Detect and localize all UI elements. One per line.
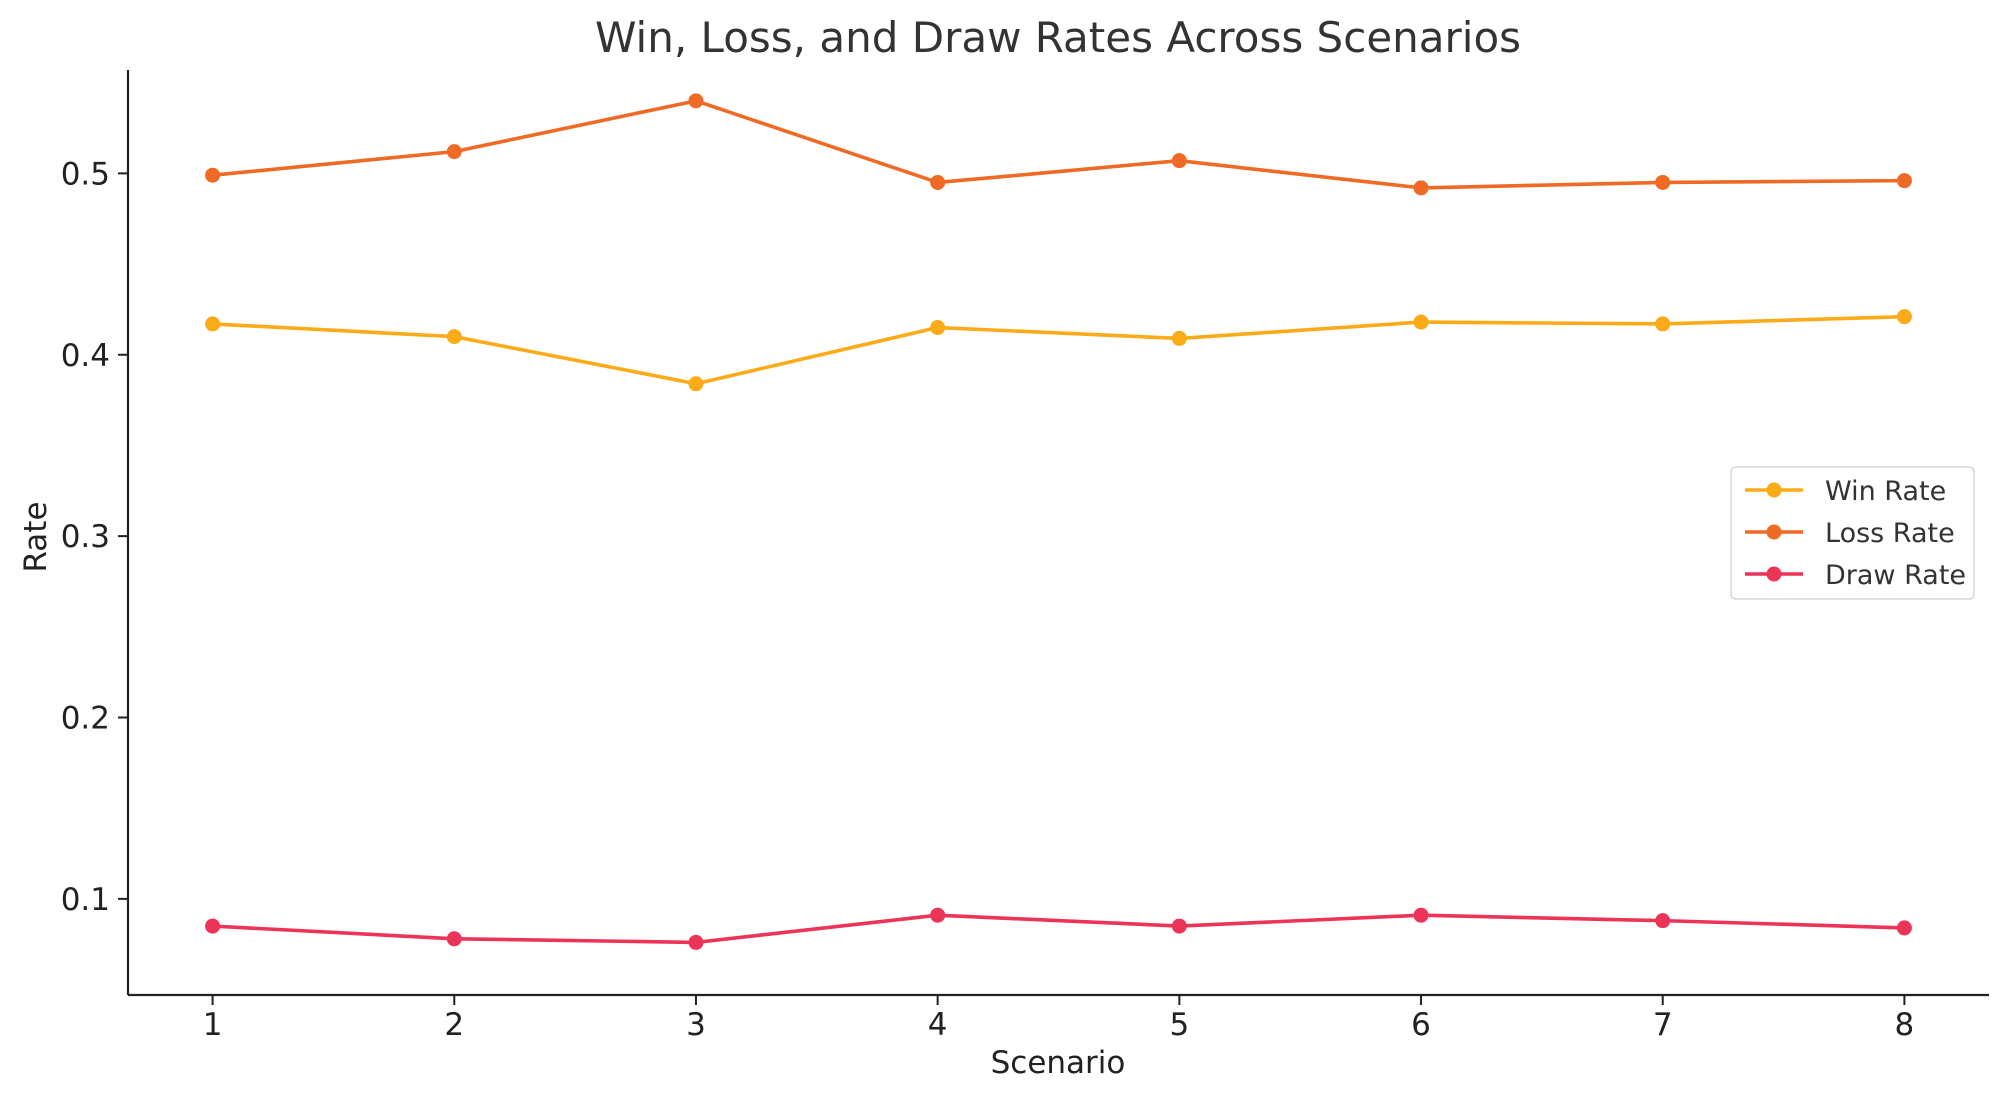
axes bbox=[126, 70, 1989, 997]
x-ticks: 1 2 3 4 5 6 7 8 bbox=[203, 995, 1915, 1043]
y-tick-label: 0.5 bbox=[61, 156, 110, 192]
x-tick-label: 5 bbox=[1169, 1007, 1189, 1043]
chart-title: Win, Loss, and Draw Rates Across Scenari… bbox=[595, 13, 1521, 62]
data-point bbox=[688, 934, 704, 950]
x-tick-label: 8 bbox=[1895, 1007, 1915, 1043]
series-line bbox=[210, 99, 1907, 190]
data-point bbox=[446, 931, 462, 947]
series-draw-rate bbox=[205, 907, 1912, 950]
x-axis-label: Scenario bbox=[991, 1045, 1126, 1081]
legend-label: Win Rate bbox=[1825, 476, 1946, 507]
data-point bbox=[1171, 330, 1187, 346]
data-point bbox=[1655, 913, 1671, 929]
data-point bbox=[205, 167, 221, 183]
legend-marker bbox=[1766, 482, 1782, 498]
series-loss-rate bbox=[205, 93, 1912, 196]
data-point bbox=[446, 144, 462, 160]
data-point bbox=[1171, 918, 1187, 934]
y-ticks: 0.1 0.2 0.3 0.4 0.5 bbox=[61, 156, 128, 918]
data-point bbox=[205, 918, 221, 934]
data-point bbox=[1413, 907, 1429, 923]
legend-marker bbox=[1766, 524, 1782, 540]
series-win-rate bbox=[205, 309, 1912, 392]
data-point bbox=[1413, 180, 1429, 196]
x-tick-label: 4 bbox=[928, 1007, 948, 1043]
series-group bbox=[205, 93, 1912, 950]
legend-label: Loss Rate bbox=[1825, 518, 1955, 549]
legend-item: Win Rate bbox=[1745, 476, 1946, 507]
data-point bbox=[1413, 314, 1429, 330]
data-point bbox=[1655, 174, 1671, 190]
data-point bbox=[688, 93, 704, 109]
legend-label: Draw Rate bbox=[1825, 560, 1966, 591]
legend-box bbox=[1730, 466, 1975, 600]
legend-items: Win Rate Loss Rate Draw Rate bbox=[1745, 476, 1966, 591]
legend-item: Draw Rate bbox=[1745, 560, 1966, 591]
series-line bbox=[210, 314, 1907, 386]
data-point bbox=[446, 329, 462, 345]
x-tick-label: 3 bbox=[686, 1007, 706, 1043]
y-tick-label: 0.2 bbox=[61, 701, 110, 737]
data-point bbox=[205, 316, 221, 332]
legend-item: Loss Rate bbox=[1745, 518, 1955, 549]
data-point bbox=[1896, 173, 1912, 189]
y-tick-label: 0.1 bbox=[61, 882, 110, 918]
x-tick-label: 6 bbox=[1411, 1007, 1431, 1043]
data-point bbox=[1171, 153, 1187, 169]
data-point bbox=[930, 174, 946, 190]
data-point bbox=[1896, 920, 1912, 936]
legend: Win Rate Loss Rate Draw Rate bbox=[1730, 466, 1975, 600]
data-point bbox=[1655, 316, 1671, 332]
x-tick-label: 7 bbox=[1653, 1007, 1673, 1043]
y-tick-label: 0.3 bbox=[61, 519, 110, 555]
data-point bbox=[1896, 309, 1912, 325]
data-point bbox=[930, 907, 946, 923]
y-tick-label: 0.4 bbox=[61, 338, 110, 374]
data-point bbox=[930, 320, 946, 336]
series-line bbox=[210, 913, 1907, 945]
x-tick-label: 2 bbox=[444, 1007, 464, 1043]
legend-marker bbox=[1766, 566, 1782, 582]
data-point bbox=[688, 376, 704, 392]
y-axis-label: Rate bbox=[18, 501, 54, 572]
x-tick-label: 1 bbox=[203, 1007, 223, 1043]
